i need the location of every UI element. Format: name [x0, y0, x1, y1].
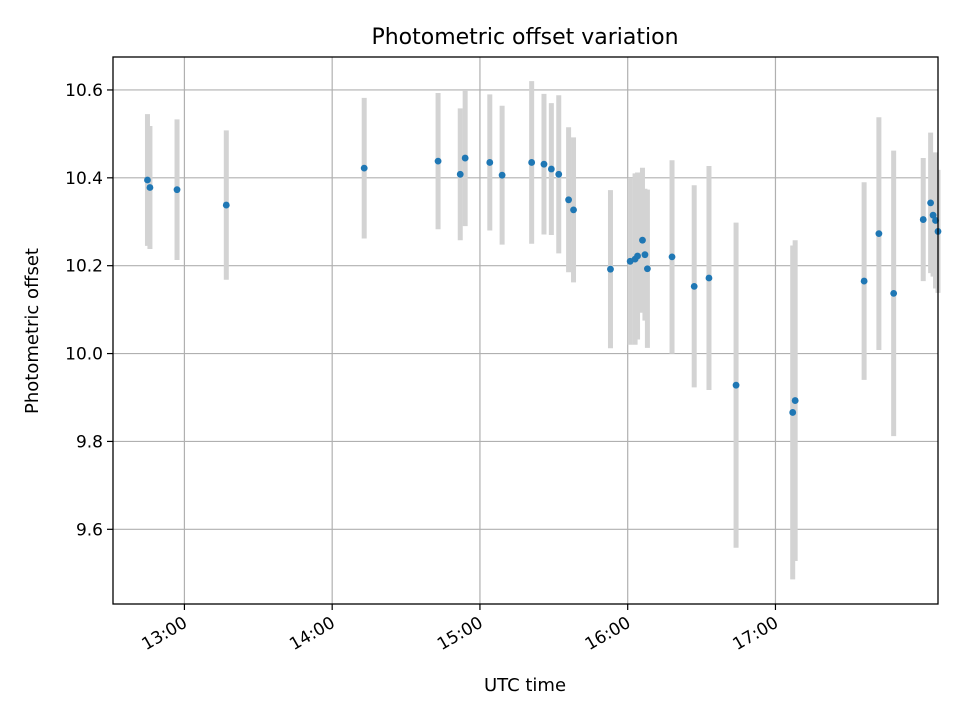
data-point	[486, 159, 494, 166]
data-point	[932, 217, 939, 224]
data-point	[540, 160, 548, 168]
y-axis-ticks: 9.6 9.8 10.0 10.2 10.4 10.6	[65, 81, 113, 540]
data-point	[929, 211, 937, 219]
y-axis-label: Photometric offset	[22, 248, 43, 414]
data-point	[789, 409, 797, 416]
y-tick-label: 10.6	[65, 81, 103, 101]
data-point	[890, 289, 898, 297]
data-point	[456, 170, 464, 178]
data-point	[705, 274, 713, 282]
y-tick-label: 9.6	[76, 520, 103, 540]
data-point	[668, 253, 676, 261]
data-point	[634, 252, 641, 260]
data-point	[146, 184, 154, 191]
data-point	[791, 397, 799, 404]
data-point	[461, 154, 469, 162]
y-tick-label: 10.4	[65, 169, 103, 189]
data-point	[927, 199, 935, 207]
data-point	[860, 277, 868, 285]
data-point	[690, 282, 698, 290]
data-point	[555, 170, 563, 178]
data-points	[144, 154, 942, 416]
data-point	[144, 176, 151, 184]
y-tick-label: 10.0	[65, 345, 103, 365]
x-axis-label: UTC time	[484, 675, 566, 696]
data-point	[732, 381, 740, 389]
chart-title: Photometric offset variation	[371, 25, 678, 50]
data-point	[565, 196, 572, 204]
data-point	[644, 265, 651, 273]
data-point	[570, 206, 577, 214]
y-tick-label: 9.8	[76, 432, 103, 452]
y-tick-label: 10.2	[65, 257, 103, 277]
data-point	[498, 171, 506, 179]
plot-area-frame	[112, 56, 939, 605]
data-point	[875, 230, 883, 238]
data-point	[434, 157, 442, 165]
data-point	[607, 265, 614, 273]
data-point	[639, 236, 646, 244]
data-point	[360, 164, 368, 172]
data-point	[173, 186, 181, 194]
data-point	[641, 251, 649, 259]
data-point	[528, 159, 536, 166]
data-point	[547, 165, 555, 173]
data-point	[222, 201, 230, 209]
data-point	[919, 216, 927, 223]
